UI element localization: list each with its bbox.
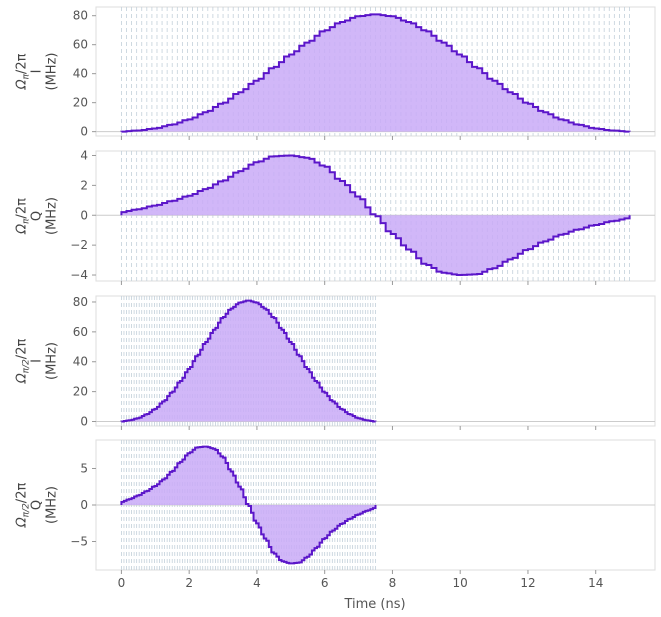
y-label-line2: Q xyxy=(30,500,45,510)
panel-3: 0 20 40 60 80 Ωπ/2/2πI(MHz) xyxy=(15,295,656,430)
y-label-line3: (MHz) xyxy=(45,342,60,380)
x-tick-label: 4 xyxy=(253,576,261,590)
waveform-fill xyxy=(121,300,376,422)
y-tick-label: 40 xyxy=(73,67,88,81)
x-axis-label: Time (ns) xyxy=(343,597,405,612)
y-label-tail: /2π xyxy=(15,339,30,360)
y-label-line3: (MHz) xyxy=(45,486,60,524)
y-label-line2: I xyxy=(30,359,45,363)
y-tick-label: 4 xyxy=(80,148,88,162)
x-tick-label: 10 xyxy=(453,576,468,590)
y-axis-label: Ωπ/2/2πI(MHz) xyxy=(15,339,60,385)
y-tick-label: 0 xyxy=(80,415,88,429)
y-label-subscript: π xyxy=(22,218,32,224)
y-label-line1: Ωπ/2π xyxy=(15,53,32,90)
y-label-tail: /2π xyxy=(15,198,30,219)
y-tick-label: 40 xyxy=(73,355,88,369)
y-label-symbol: Ω xyxy=(15,517,30,528)
x-tick-label: 8 xyxy=(389,576,397,590)
y-tick-label: 60 xyxy=(73,325,88,339)
panel-2: −4 −2 0 2 4 Ωπ/2πQ(MHz) xyxy=(15,148,656,285)
y-tick-label: 20 xyxy=(73,96,88,110)
y-label-line2: I xyxy=(30,70,45,74)
y-tick-label: −5 xyxy=(70,535,88,549)
x-tick-label: 6 xyxy=(321,576,329,590)
x-tick-label: 12 xyxy=(520,576,535,590)
y-label-line3: (MHz) xyxy=(45,53,60,91)
x-tick-label: 2 xyxy=(185,576,193,590)
y-tick-label: 20 xyxy=(73,385,88,399)
panel-1: 0 20 40 60 80 Ωπ/2πI(MHz) xyxy=(15,6,656,140)
y-label-subscript: π/2 xyxy=(22,359,32,373)
waveform-line xyxy=(120,299,377,423)
y-tick-label: 0 xyxy=(80,498,88,512)
x-tick-label: 14 xyxy=(588,576,603,590)
y-tick-label: −4 xyxy=(70,268,88,282)
y-label-line3: (MHz) xyxy=(45,197,60,235)
waveform-fill xyxy=(121,14,630,132)
waveform-line xyxy=(120,13,631,133)
y-label-subscript: π/2 xyxy=(22,503,32,517)
y-tick-label: 5 xyxy=(80,461,88,475)
waveform-line xyxy=(120,154,631,277)
y-tick-label: 80 xyxy=(73,295,88,309)
y-label-line1: Ωπ/2/2π xyxy=(15,483,32,529)
panel-4: −5 0 5 0 2 4 6 8 10 12 14 Ωπ/2/2πQ(MHz) xyxy=(15,439,656,590)
y-tick-label: 80 xyxy=(73,9,88,23)
y-tick-label: 0 xyxy=(80,125,88,139)
y-axis-label: Ωπ/2πQ(MHz) xyxy=(15,197,60,235)
panels-container: 020406080Ωπ/2πI(MHz)−4−2024Ωπ/2πQ(MHz)02… xyxy=(15,6,656,590)
y-label-symbol: Ω xyxy=(15,79,30,90)
y-tick-label: 60 xyxy=(73,38,88,52)
y-label-symbol: Ω xyxy=(15,373,30,384)
y-tick-label: 2 xyxy=(80,178,88,192)
y-label-line2: Q xyxy=(30,211,45,221)
y-label-symbol: Ω xyxy=(15,224,30,235)
waveform-line xyxy=(120,445,377,565)
y-tick-label: −2 xyxy=(70,238,88,252)
y-label-line1: Ωπ/2π xyxy=(15,198,32,235)
y-tick-label: 0 xyxy=(80,208,88,222)
y-axis-label: Ωπ/2πI(MHz) xyxy=(15,53,60,91)
y-axis-label: Ωπ/2/2πQ(MHz) xyxy=(15,483,60,529)
x-tick-label: 0 xyxy=(118,576,126,590)
y-label-tail: /2π xyxy=(15,483,30,504)
y-label-tail: /2π xyxy=(15,53,30,74)
y-label-subscript: π xyxy=(22,73,32,79)
y-label-line1: Ωπ/2/2π xyxy=(15,339,32,385)
